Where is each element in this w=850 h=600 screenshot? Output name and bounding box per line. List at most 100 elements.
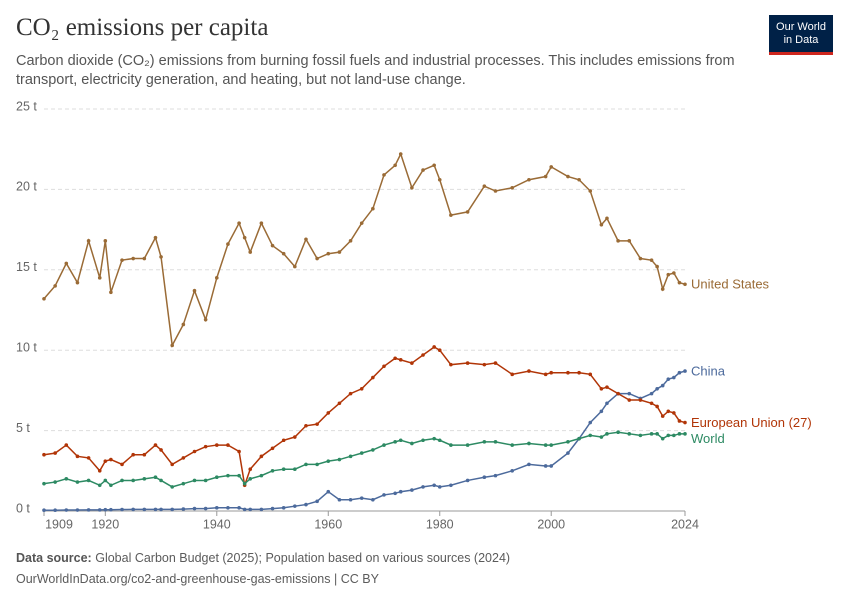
point [449,483,453,488]
x-tick-label: 1980 [426,517,454,531]
point [86,478,91,483]
source-text: Global Carbon Budget (2025); Population … [95,551,511,565]
point [304,237,308,242]
point [281,438,286,443]
point [566,370,570,375]
point [226,505,230,510]
point [326,459,331,463]
point [203,444,208,449]
point [259,454,264,459]
point [64,508,69,512]
point [449,443,453,447]
point [192,288,197,293]
point [109,457,113,462]
point [627,398,632,402]
point [42,481,46,486]
point [304,502,308,507]
point [120,507,124,512]
point [120,478,124,483]
point [437,485,442,489]
point [549,464,554,468]
y-tick-label: 5 t [16,421,30,435]
point [382,443,386,447]
x-tick-label: 1909 [45,517,73,531]
point [326,489,331,494]
point [259,507,264,512]
point [510,469,515,473]
point [97,276,102,280]
point [649,401,654,406]
point [398,438,403,443]
point [660,414,665,418]
point [638,256,643,261]
point [120,462,124,467]
x-tick-label: 2000 [537,517,565,531]
logo[interactable]: Our World in Data [769,15,833,55]
point [214,443,219,447]
point [666,377,671,381]
point [203,317,208,322]
point [75,480,80,484]
point [437,438,442,443]
point [337,250,342,254]
point [566,440,570,444]
series-label: European Union (27) [691,415,812,430]
point [214,475,219,480]
point [337,497,342,502]
point [348,391,353,396]
point [482,440,487,444]
point [672,411,676,415]
point [97,508,102,512]
point [605,432,609,436]
point [248,250,253,254]
point [315,256,319,261]
point [482,184,487,188]
point [493,440,498,444]
point [437,348,442,353]
point [359,221,364,225]
point [649,391,654,396]
point [315,499,319,504]
point [159,478,163,483]
point [432,436,436,441]
point [382,493,386,497]
point [482,475,487,480]
point [237,221,241,225]
point [638,398,643,402]
point [153,443,158,447]
point [493,189,498,193]
point [181,322,186,327]
point [281,505,286,510]
point [170,462,174,467]
point [672,271,676,275]
point [616,430,620,435]
point [465,361,470,365]
y-tick-label: 20 t [16,180,37,194]
url[interactable]: OurWorldInData.org/co2-and-greenhouse-ga… [16,572,379,586]
chart-title: CO₂ emissions per capita [16,14,269,41]
point [616,391,620,396]
point [666,272,671,277]
point [588,433,593,438]
point [649,258,654,262]
point [259,473,264,478]
point [677,280,682,285]
point [577,370,581,375]
point [142,507,147,512]
x-tick-label: 1920 [91,517,119,531]
point [677,370,682,375]
point [449,213,453,217]
point [242,481,247,486]
point [159,255,163,259]
point [577,436,581,441]
point [599,222,604,227]
point [660,383,665,388]
point [683,432,687,436]
point [493,473,498,478]
point [588,189,593,193]
point [159,448,163,452]
point [566,174,570,179]
point [270,243,275,248]
point [627,432,632,436]
